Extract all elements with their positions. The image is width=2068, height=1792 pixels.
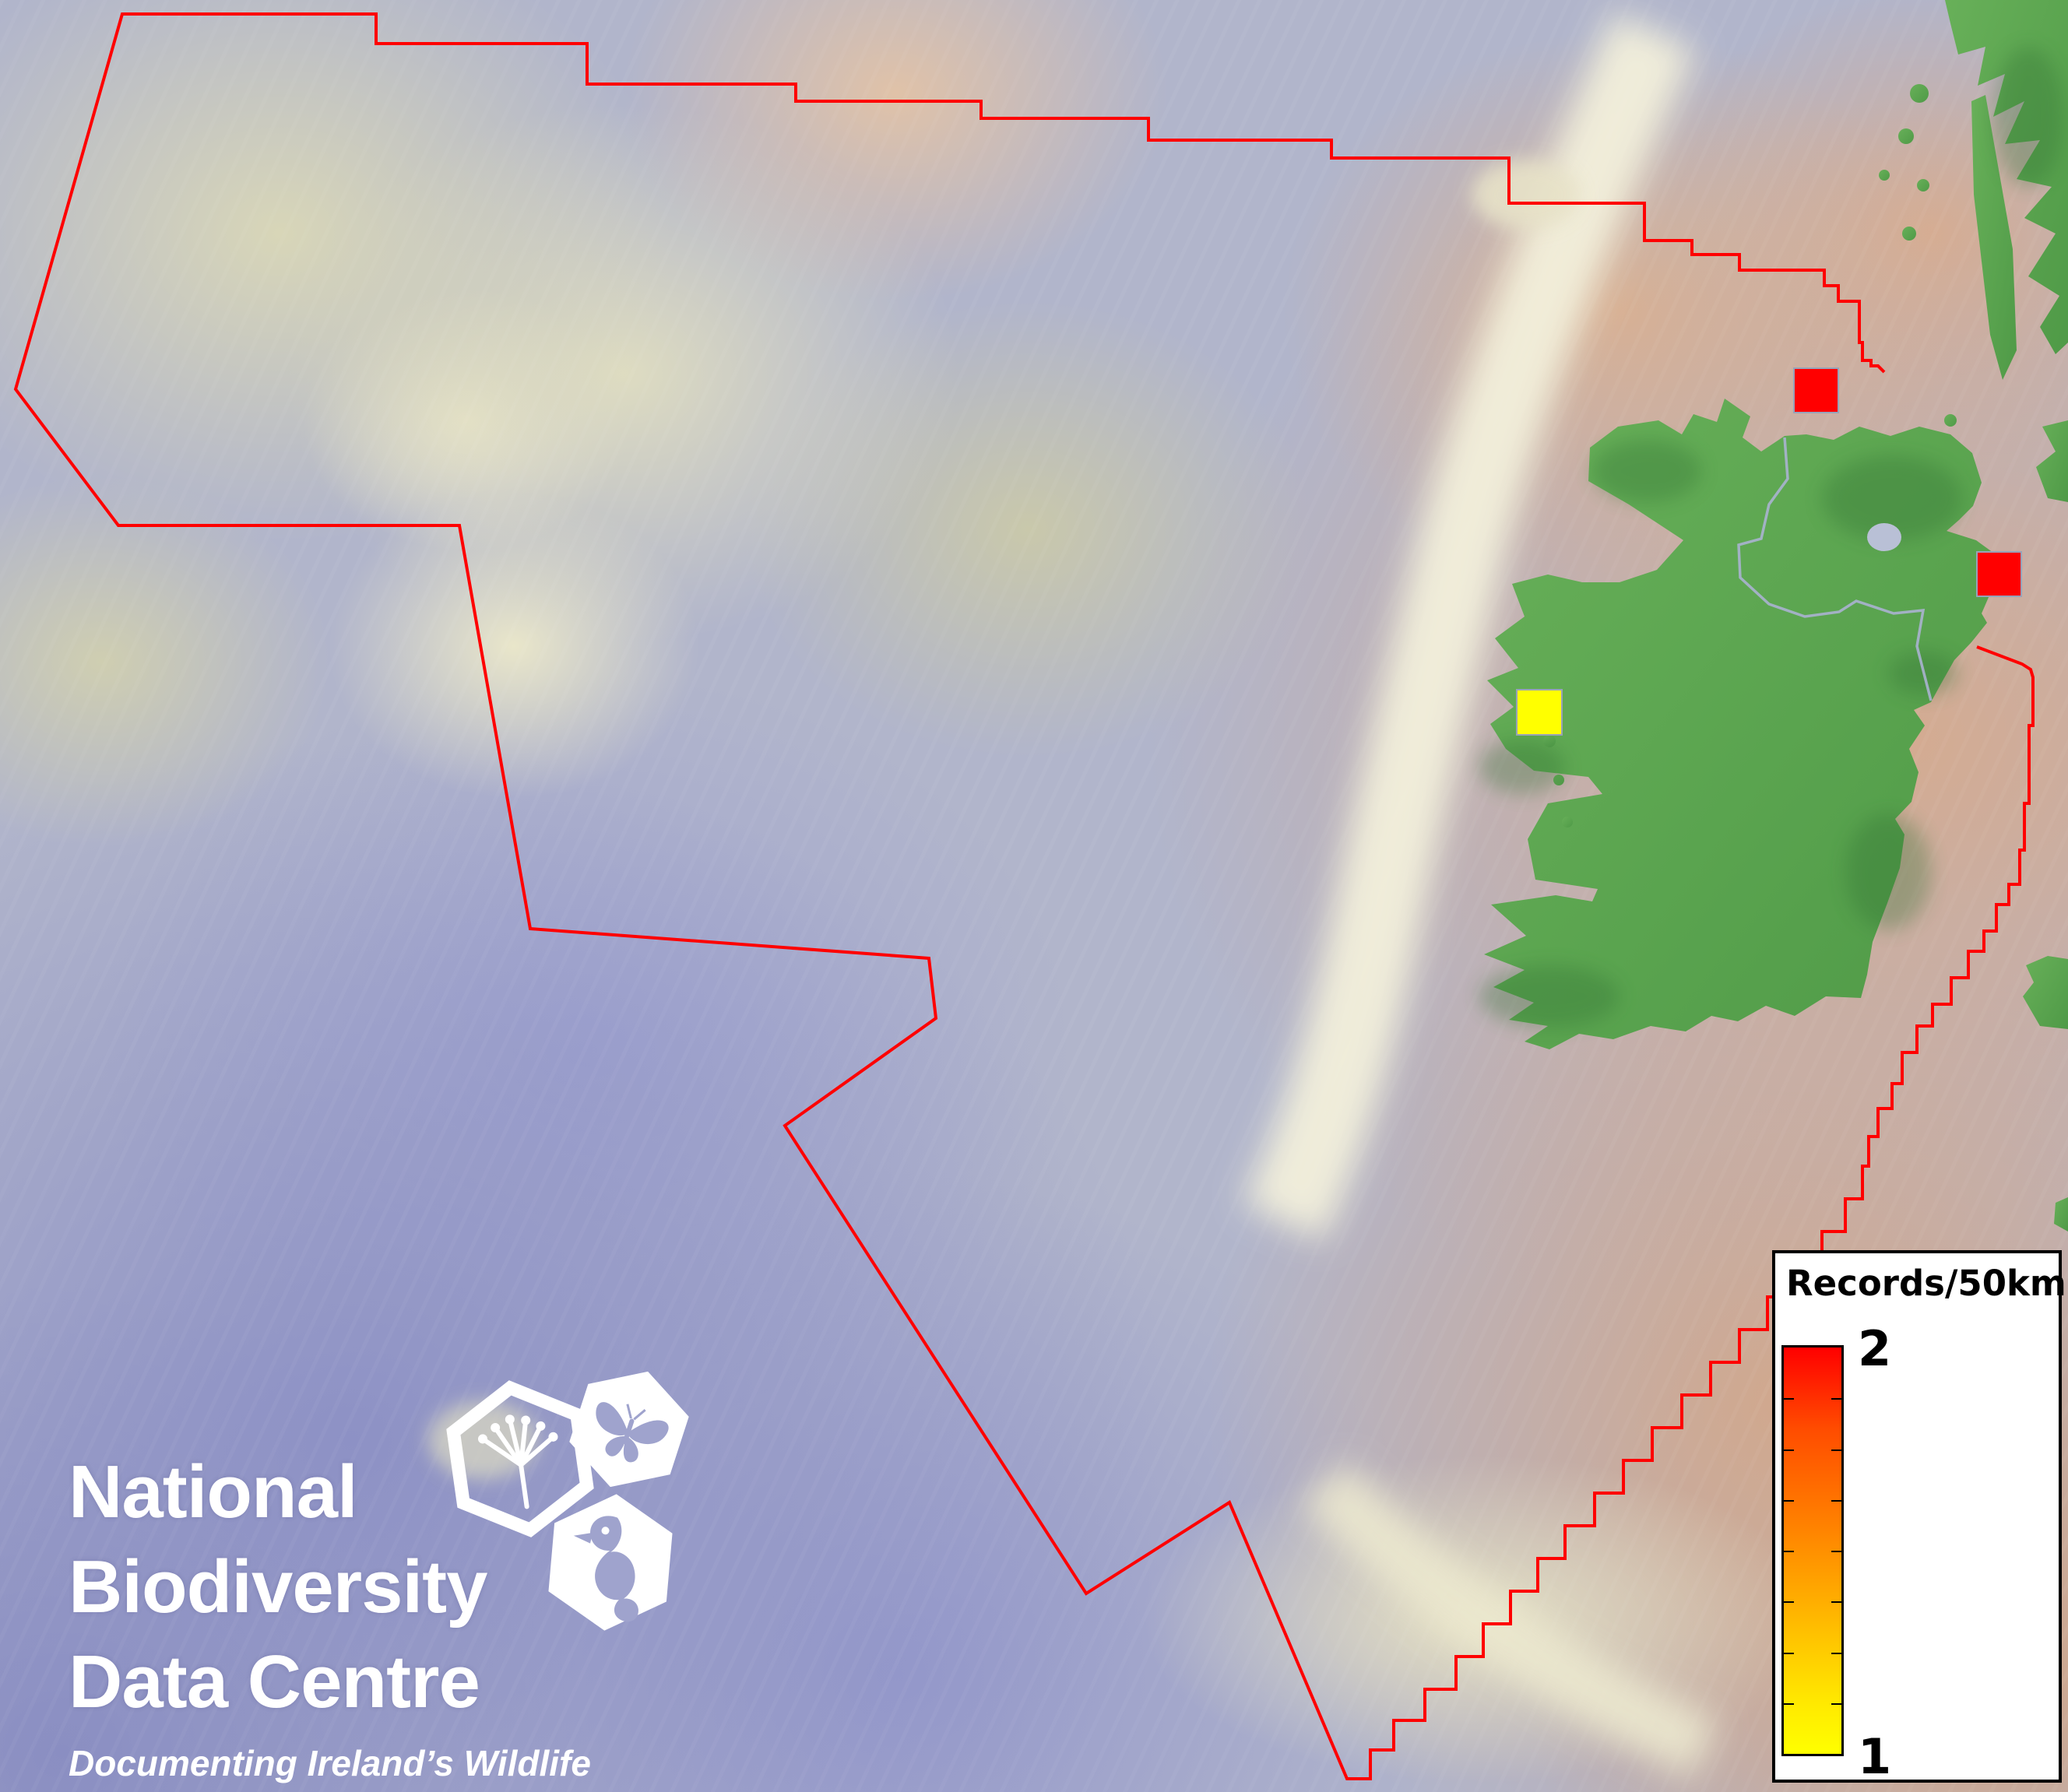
mountain-shading xyxy=(1479,47,2063,1028)
logo-hexagons xyxy=(446,1371,689,1631)
logo-line-1: National xyxy=(69,1450,358,1534)
shelf-break-band xyxy=(1242,12,1696,1242)
northern-ireland-border xyxy=(1737,437,1933,701)
legend-title: Records/50km xyxy=(1786,1263,2066,1304)
rathlin-island xyxy=(1944,414,1957,427)
designated-area-boundary xyxy=(13,12,2035,1780)
hebridean-island xyxy=(1898,128,1914,144)
legend-gradient-bar xyxy=(1781,1345,1844,1756)
plant-umbel-icon xyxy=(446,1380,594,1537)
legend-min-label: 1 xyxy=(1858,1728,1892,1785)
legend-tick xyxy=(1831,1551,1841,1552)
seahorse-icon xyxy=(548,1494,673,1631)
butterfly-icon xyxy=(569,1371,689,1488)
hebridean-island xyxy=(1902,227,1916,241)
llyn-peninsula xyxy=(2054,1197,2068,1232)
legend-tick xyxy=(1784,1499,1794,1502)
legend-tick xyxy=(1784,1601,1794,1604)
legend-tick xyxy=(1831,1601,1841,1604)
legend-tick xyxy=(1784,1702,1794,1705)
logo-line-3: Data Centre xyxy=(69,1640,480,1723)
legend-tick xyxy=(1784,1398,1794,1400)
legend-tick xyxy=(1831,1652,1841,1654)
legend-tick xyxy=(1831,1702,1841,1705)
logo-line-2: Biodiversity xyxy=(69,1545,488,1629)
legend-tick xyxy=(1784,1449,1794,1451)
hebridean-island xyxy=(1879,170,1890,181)
legend-tick xyxy=(1784,1551,1794,1552)
kintyre-peninsula xyxy=(1971,95,2017,380)
island xyxy=(1562,817,1573,827)
legend-tick xyxy=(1831,1398,1841,1400)
legend-tick xyxy=(1784,1652,1794,1654)
record-square-irish-sea xyxy=(1976,551,2022,597)
hebridean-island xyxy=(1910,84,1929,103)
legend-tick xyxy=(1831,1449,1841,1451)
hebridean-island xyxy=(1917,179,1929,191)
legend-max-label: 2 xyxy=(1858,1320,1892,1377)
celtic-shelf-band xyxy=(1301,1461,1719,1778)
logo-tagline: Documenting Ireland’s Wildlife xyxy=(69,1743,591,1783)
island xyxy=(1543,735,1556,747)
lough-neagh xyxy=(1867,523,1901,551)
record-square-west-coast xyxy=(1516,689,1563,736)
anglesey-wales xyxy=(2023,956,2068,1029)
legend-tick xyxy=(1831,1499,1841,1502)
record-square-north-coast xyxy=(1793,367,1839,413)
galloway-coast xyxy=(2036,420,2068,502)
nbdc-logo: National Biodiversity Data Centre Docume… xyxy=(69,1445,591,1784)
legend-box: Records/50km 2 1 xyxy=(1772,1250,2066,1785)
seamount-bank xyxy=(1472,160,1581,230)
